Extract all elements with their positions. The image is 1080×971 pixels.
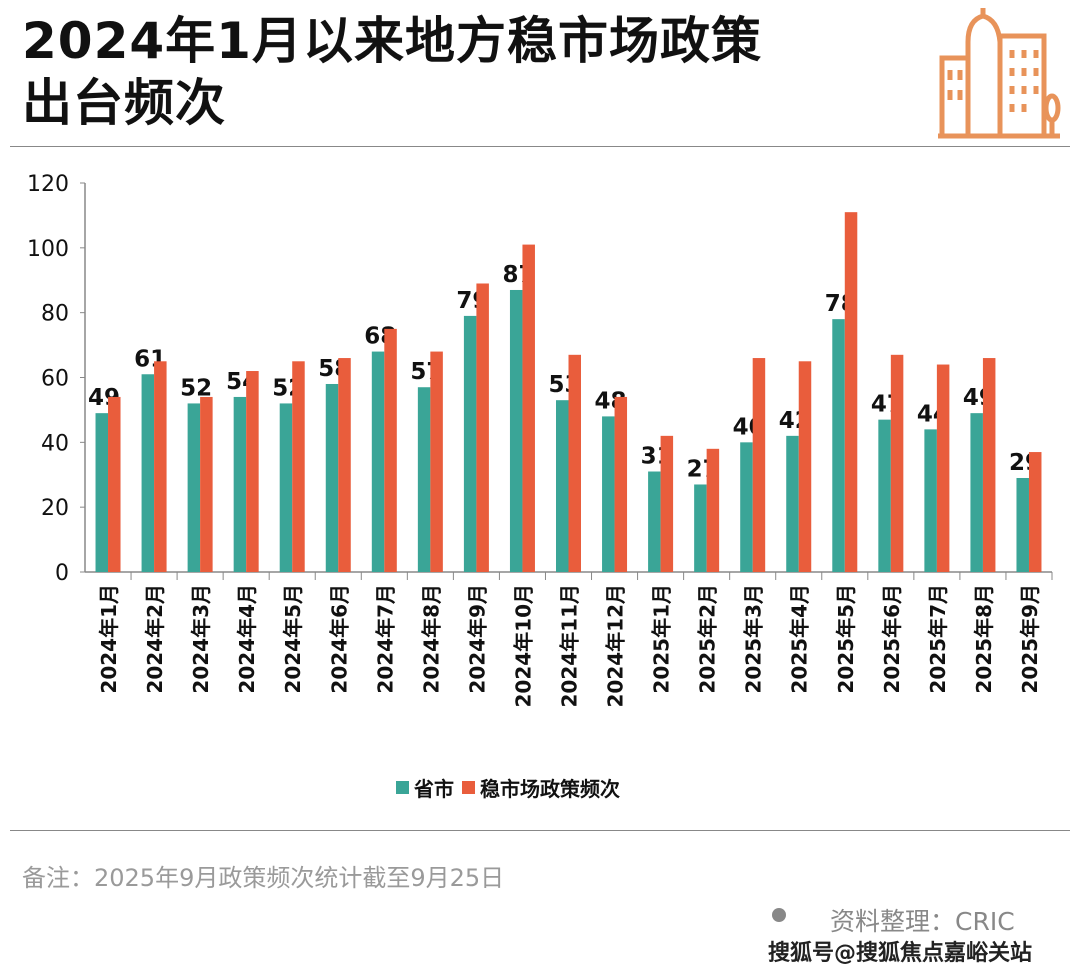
title-divider <box>10 146 1070 147</box>
bar-policy-count <box>706 448 720 572</box>
legend-label: 稳市场政策频次 <box>480 777 620 801</box>
x-tick-label: 2025年2月 <box>696 584 720 694</box>
bar-policy-count <box>982 358 996 572</box>
x-tick-label: 2024年1月 <box>97 584 121 694</box>
bar-province-city <box>878 419 891 572</box>
y-tick-label: 60 <box>41 367 69 392</box>
bar-policy-count <box>430 351 443 572</box>
bar-policy-count <box>844 212 858 573</box>
x-tick-label: 2024年11月 <box>558 584 582 708</box>
bar-policy-count <box>890 354 904 572</box>
bar-policy-count <box>1028 452 1042 572</box>
bar-province-city <box>417 387 431 572</box>
bar-policy-count <box>338 358 351 572</box>
bar-policy-count <box>752 358 766 572</box>
bar-policy-count <box>154 361 167 572</box>
bar-policy-count <box>476 283 489 572</box>
x-tick-label: 2024年7月 <box>373 584 397 694</box>
x-tick-label: 2024年8月 <box>419 584 443 694</box>
x-tick-label: 2024年9月 <box>465 584 489 694</box>
source-text: 资料整理：CRIC <box>830 907 1015 936</box>
bar-province-city <box>694 484 707 572</box>
page-title: 2024年1月以来地方稳市场政策 出台频次 <box>22 10 762 134</box>
x-tick-label: 2024年5月 <box>281 584 305 694</box>
x-tick-label: 2024年2月 <box>143 584 167 694</box>
footnote: 备注：2025年9月政策频次统计截至9月25日 <box>22 864 505 892</box>
x-tick-label: 2024年4月 <box>235 584 259 694</box>
bar-policy-count <box>292 361 305 572</box>
y-tick-label: 0 <box>55 561 69 586</box>
bar-province-city <box>648 471 661 572</box>
bar-policy-count <box>384 328 397 572</box>
bar-province-city <box>740 442 753 572</box>
x-tick-label: 2024年12月 <box>604 584 628 708</box>
bar-province-city <box>509 289 523 572</box>
bar-policy-count <box>522 244 535 572</box>
legend-label: 省市 <box>413 777 454 801</box>
bar-province-city <box>371 351 385 572</box>
x-tick-label: 2025年6月 <box>880 584 904 694</box>
bar-province-city <box>556 400 569 572</box>
bullet-dot <box>772 908 786 922</box>
bar-province-city <box>325 383 339 572</box>
bar-province-city <box>602 416 615 572</box>
x-tick-label: 2025年8月 <box>972 584 996 694</box>
x-tick-label: 2025年1月 <box>650 584 674 694</box>
bar-province-city <box>786 435 799 572</box>
bar-province-city <box>233 396 247 572</box>
bar-policy-count <box>614 396 628 572</box>
y-tick-label: 80 <box>41 302 69 327</box>
x-tick-label: 2025年5月 <box>834 584 858 694</box>
bar-province-city <box>279 403 293 572</box>
bar-province-city <box>1016 477 1029 572</box>
title-line-2: 出台频次 <box>22 74 226 132</box>
city-buildings-icon <box>938 8 1061 139</box>
bar-province-city <box>970 413 983 572</box>
y-tick-label: 20 <box>41 496 69 521</box>
bar-policy-count <box>568 354 581 572</box>
bar-policy-count <box>936 364 950 572</box>
x-tick-label: 2025年9月 <box>1018 584 1042 694</box>
bar-policy-count <box>798 361 812 572</box>
x-tick-label: 2025年4月 <box>788 584 812 694</box>
x-tick-label: 2025年7月 <box>926 584 950 694</box>
bar-policy-count <box>200 396 213 572</box>
y-tick-label: 40 <box>41 431 69 456</box>
title-line-1: 2024年1月以来地方稳市场政策 <box>22 12 762 70</box>
footer-divider <box>10 830 1070 831</box>
legend-swatch <box>462 781 475 794</box>
y-tick-label: 120 <box>27 172 69 197</box>
bar-policy-count <box>246 371 259 572</box>
bar-province-city <box>924 429 937 572</box>
bar-province-city <box>832 319 845 572</box>
x-tick-label: 2024年6月 <box>327 584 351 694</box>
bar-chart: 020406080100120492024年1月612024年2月522024年… <box>27 172 1053 801</box>
bar-province-city <box>141 374 155 572</box>
x-tick-label: 2025年3月 <box>742 584 766 694</box>
watermark-text: 搜狐号@搜狐焦点嘉峪关站 <box>768 941 1033 966</box>
bar-province-city <box>95 413 109 572</box>
x-tick-label: 2024年3月 <box>189 584 213 694</box>
bar-policy-count <box>108 396 121 572</box>
bar-policy-count <box>660 435 674 572</box>
bar-province-city <box>463 315 477 572</box>
y-tick-label: 100 <box>27 237 69 262</box>
x-tick-label: 2024年10月 <box>511 584 535 708</box>
bar-province-city <box>187 403 201 572</box>
legend-swatch <box>396 781 409 794</box>
